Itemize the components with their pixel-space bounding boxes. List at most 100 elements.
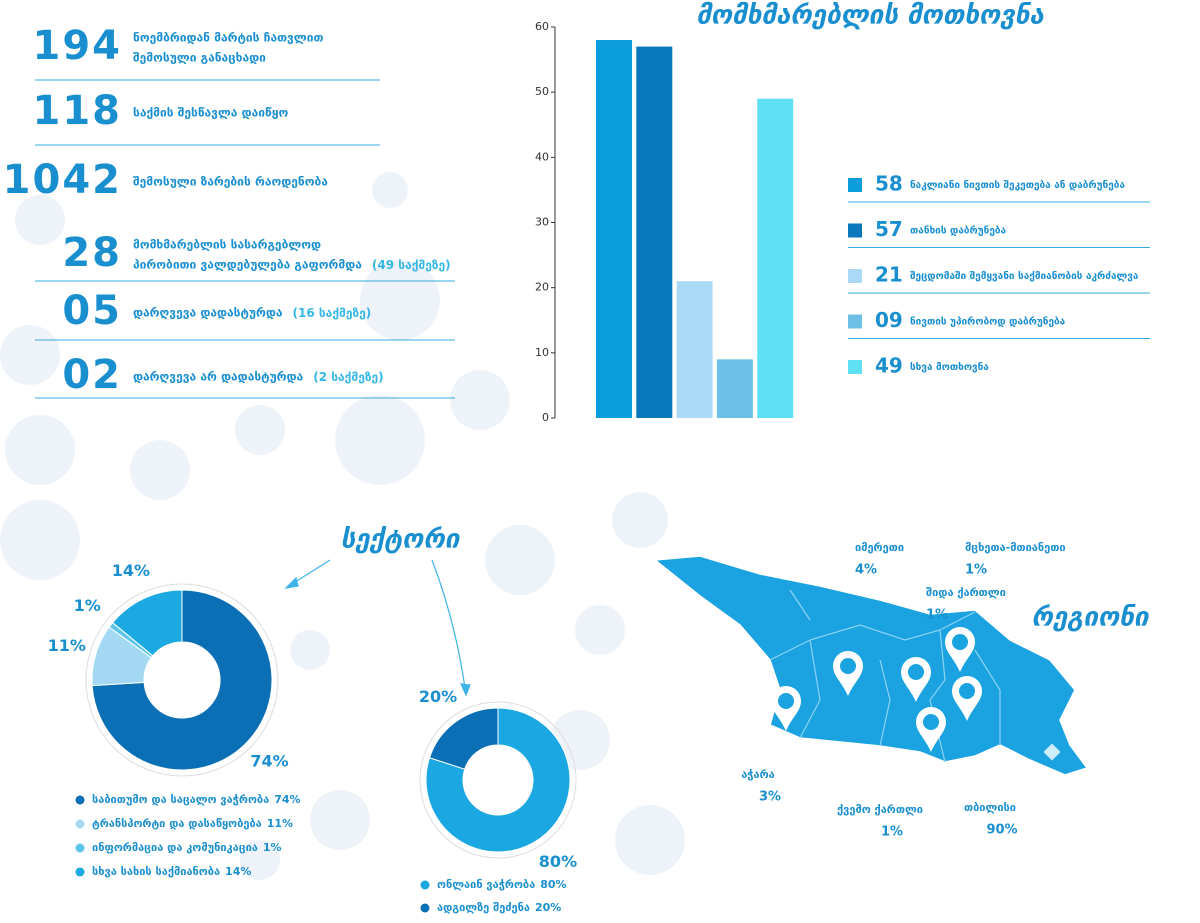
legend-label: სხვა მოთხოვნა — [910, 361, 989, 373]
charts: მომხმარებლის მოთხოვნა 0 10 20 30 40 50 60 58 ნაკლ… — [48, 1, 1150, 914]
region-name: ქვემო ქართლი — [837, 803, 923, 816]
legend-value: 74% — [274, 793, 300, 806]
legend-label: ტრანსპორტი და დასაწყობება 11% — [92, 817, 293, 830]
stat-number: 05 — [62, 288, 122, 334]
legend-swatch — [848, 314, 862, 329]
legend-label: თანხის დაბრუნება — [910, 225, 1007, 237]
legend-dot — [75, 867, 85, 877]
legend-swatch — [848, 269, 862, 283]
bar — [676, 281, 713, 418]
stat-text: ნოემბრიდან მარტის ჩათვლით — [133, 31, 323, 45]
stat-number: 28 — [62, 230, 122, 276]
stats: 194 ნოემბრიდან მარტის ჩათვლით შემოსული გან… — [3, 23, 455, 399]
donut-segment — [111, 589, 183, 657]
legend-label: ინფორმაცია და კომუნიკაცია 1% — [92, 841, 282, 854]
legend-dot — [75, 843, 85, 853]
legend-value: 14% — [225, 865, 251, 878]
donut-ring — [85, 583, 279, 777]
segment-label: 11% — [48, 636, 86, 655]
pin-hole — [908, 664, 924, 680]
legend-value: 58 — [875, 172, 903, 196]
chart-title: რეგიონი — [1032, 603, 1150, 633]
segment-label: 14% — [112, 561, 150, 580]
legend-label: ადგილზე შეძენა 20% — [437, 901, 561, 914]
legend-dot — [75, 795, 85, 805]
legend-swatch — [848, 360, 862, 374]
y-tick-label: 10 — [535, 346, 549, 359]
y-tick-label: 50 — [535, 85, 549, 98]
segment-label: 20% — [419, 687, 457, 706]
legend-value: 80% — [540, 878, 566, 891]
stat-text: პირობითი ვალდებულება გაფორმდა (49 საქმეზე… — [133, 258, 451, 272]
stat-text: მომხმარებლის სასარგებლოდ — [133, 238, 321, 252]
map-shape — [653, 555, 1089, 776]
region-name: თბილისი — [964, 801, 1016, 814]
legend-label: შეცდომაში შემყვანი საქმიანობის აკრძალვა — [910, 270, 1139, 282]
donut-segment — [425, 707, 571, 853]
bar — [596, 40, 632, 419]
stat-number: 02 — [62, 352, 122, 398]
map-dot — [1043, 743, 1061, 761]
legend-value: 11% — [267, 817, 293, 830]
legend-swatch — [848, 223, 862, 238]
legend-label: ნივთის უპირობოდ დაბრუნება — [910, 316, 1066, 328]
bar — [716, 359, 753, 418]
stat-text: დარღვევა არ დადასტურდა (2 საქმეზე) — [133, 370, 384, 384]
bar — [757, 98, 794, 418]
y-tick-label: 60 — [535, 20, 549, 33]
pin-hole — [840, 658, 856, 674]
region-borders — [769, 589, 1001, 763]
pin-hole — [952, 634, 968, 650]
stat-note: (16 საქმეზე) — [293, 306, 372, 320]
legend-label: საბითუმო და საცალო ვაჭრობა 74% — [92, 793, 301, 806]
chart-title: სექტორი — [341, 525, 461, 555]
region-name: იმერეთი — [855, 541, 904, 554]
segment-label: 80% — [539, 852, 577, 871]
legend-dot — [420, 880, 430, 890]
y-tick-label: 20 — [535, 281, 549, 294]
chart-title: მომხმარებლის მოთხოვნა — [696, 1, 1044, 31]
stat-note: (2 საქმეზე) — [313, 370, 383, 384]
pin-hole — [923, 714, 939, 730]
stat-note: (49 საქმეზე) — [372, 258, 451, 272]
pin-hole — [959, 683, 975, 699]
legend-dot — [75, 819, 85, 829]
legend-label: ონლაინ ვაჭრობა 80% — [437, 878, 567, 891]
y-tick-label: 40 — [535, 150, 549, 163]
stat-text: საქმის შესწავლა დაიწყო — [133, 106, 288, 120]
region-value: 4% — [855, 563, 877, 578]
stat-text: დარღვევა დადასტურდა (16 საქმეზე) — [133, 306, 371, 320]
segment-label: 1% — [74, 596, 101, 615]
legend-value: 20% — [535, 901, 561, 914]
legend-value: 49 — [875, 354, 903, 378]
legend-label: სხვა სახის საქმიანობა 14% — [92, 865, 251, 878]
legend-value: 1% — [263, 841, 282, 854]
legend-swatch — [848, 178, 862, 192]
donut-ring — [419, 701, 577, 859]
stat-number: 1042 — [3, 157, 122, 203]
region-value: 90% — [986, 823, 1017, 838]
bar — [636, 46, 673, 419]
region-value: 1% — [965, 563, 987, 578]
y-tick-label: 0 — [542, 411, 549, 424]
pin-hole — [778, 693, 794, 709]
stat-text: შემოსული განაცხადი — [133, 51, 266, 65]
region-value: 3% — [759, 790, 781, 805]
region-value: 1% — [926, 608, 948, 623]
region-name: შიდა ქართლი — [926, 586, 1006, 599]
segment-label: 74% — [250, 752, 288, 771]
region-value: 1% — [881, 825, 903, 840]
y-tick-label: 30 — [535, 216, 549, 229]
legend-value: 57 — [875, 217, 903, 241]
legend-value: 09 — [875, 308, 903, 332]
region-name: მცხეთა-მთიანეთი — [965, 541, 1066, 554]
stat-number: 194 — [33, 23, 123, 69]
georgia-map — [653, 555, 1089, 776]
arrows — [284, 559, 471, 697]
legend-label: ნაკლიანი ნივთის შეკეთება ან დაბრუნება — [910, 179, 1125, 191]
donut-segment — [428, 707, 499, 770]
legend-value: 21 — [875, 263, 903, 287]
stat-text: შემოსული ზარების რაოდენობა — [133, 175, 328, 189]
stat-number: 118 — [33, 88, 123, 134]
